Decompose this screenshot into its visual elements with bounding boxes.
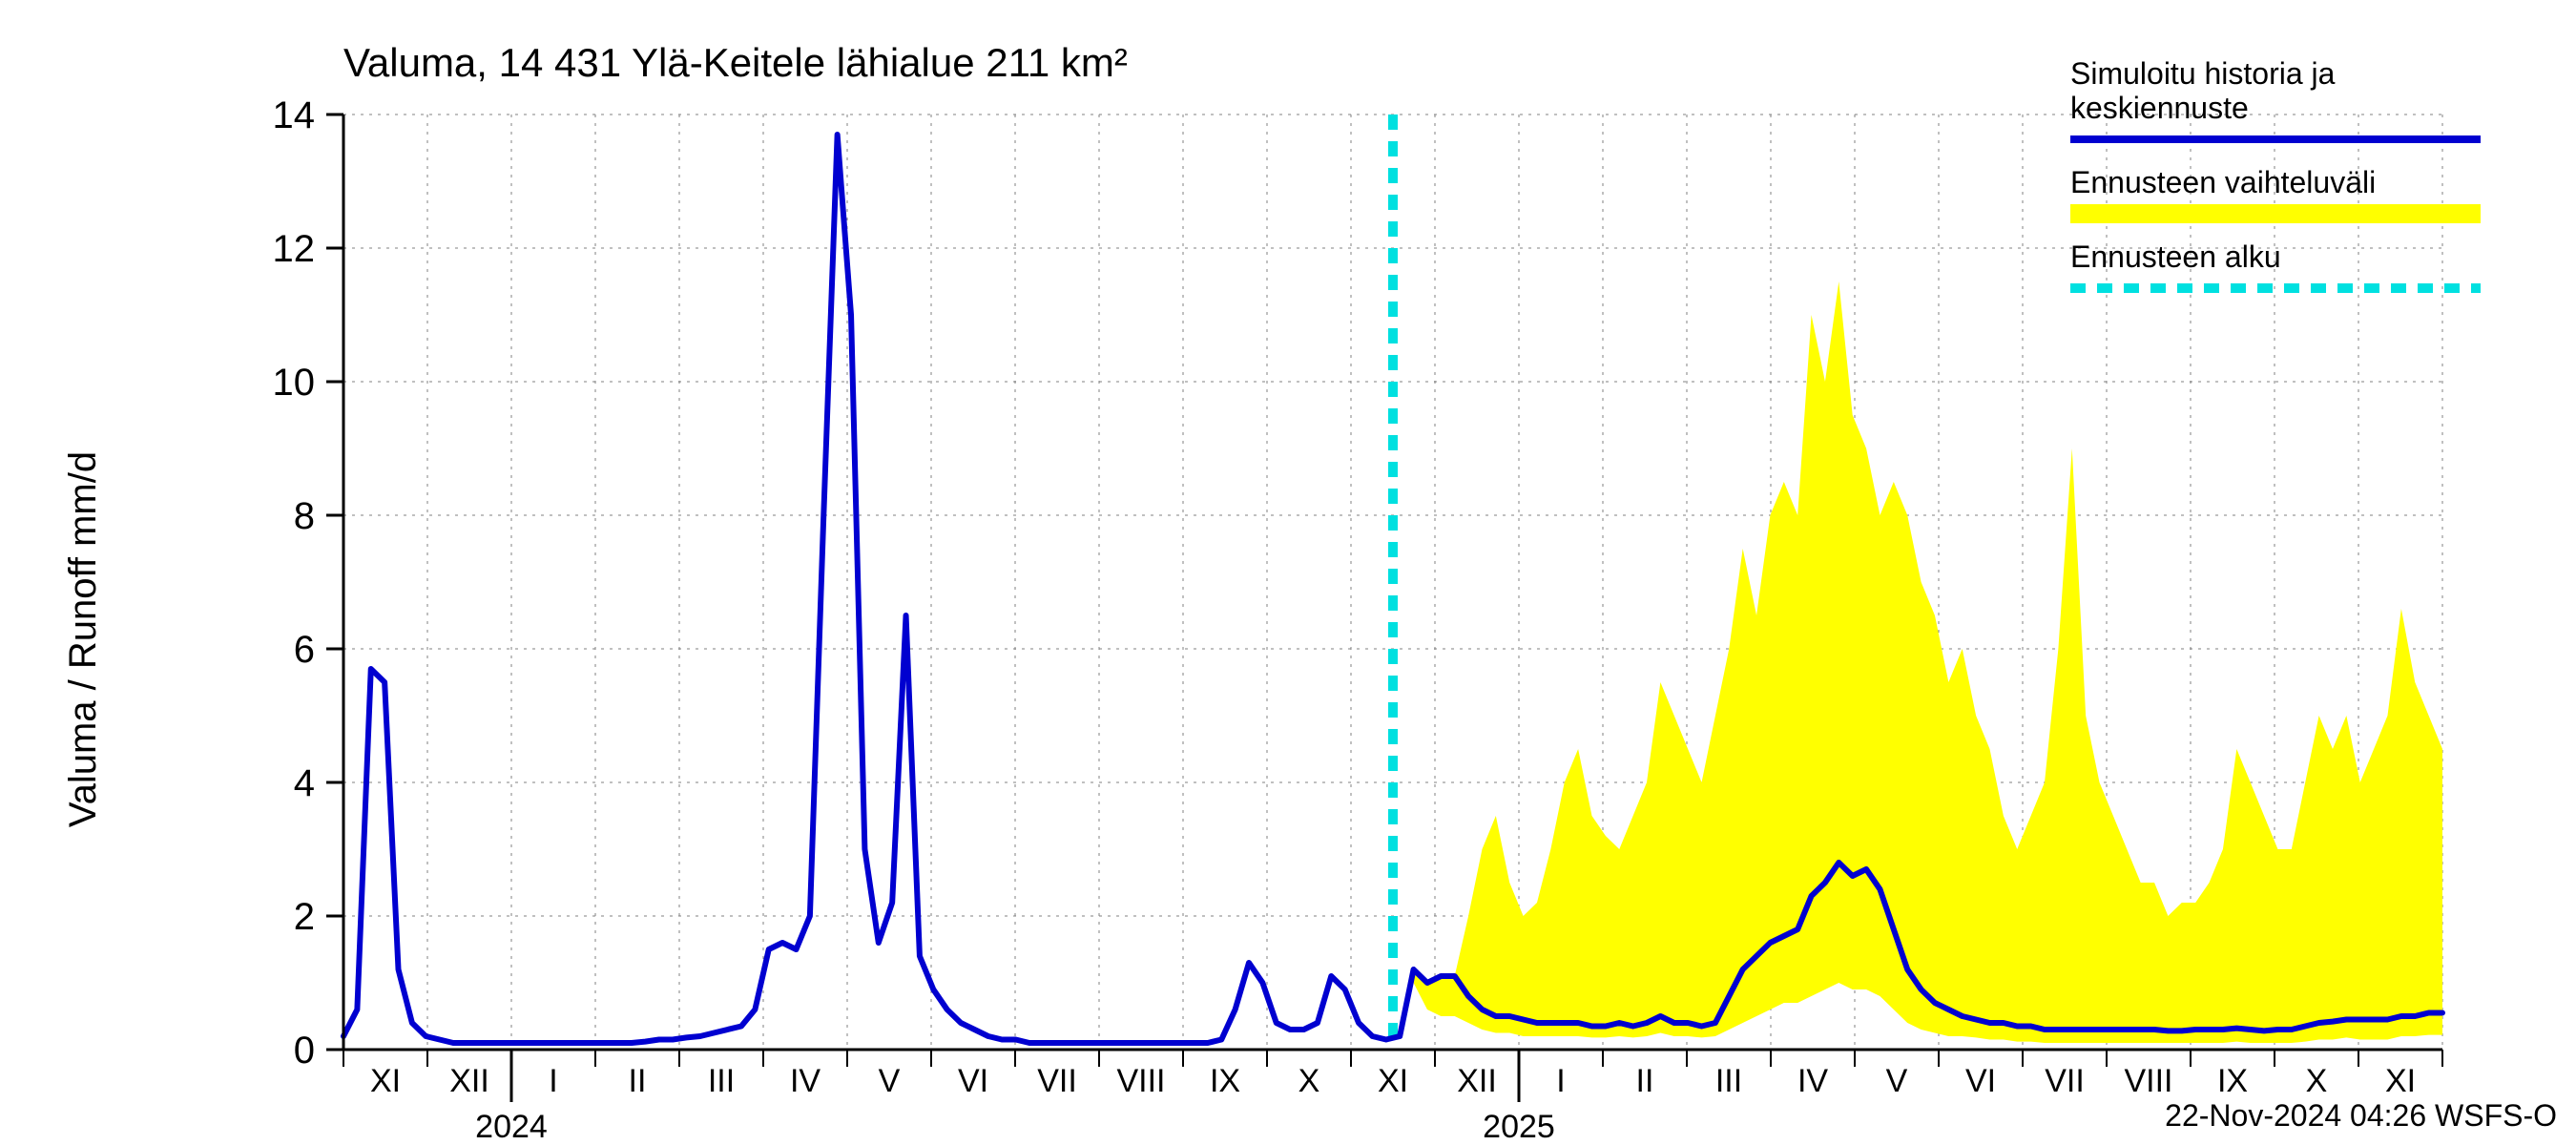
x-month-label: III (708, 1063, 735, 1099)
x-month-label: V (1886, 1063, 1908, 1099)
y-tick-label: 4 (294, 762, 315, 804)
x-month-label: XII (449, 1063, 489, 1099)
x-month-label: IV (1797, 1063, 1828, 1099)
y-tick-label: 0 (294, 1030, 315, 1072)
x-year-label: 2025 (1483, 1109, 1555, 1145)
legend-label: Ennusteen alku (2070, 239, 2281, 274)
legend-label: keskiennuste (2070, 91, 2249, 125)
x-month-label: V (879, 1063, 901, 1099)
x-month-label: XII (1457, 1063, 1497, 1099)
x-year-label: 2024 (475, 1109, 548, 1145)
y-tick-label: 12 (273, 228, 316, 270)
x-month-label: III (1715, 1063, 1742, 1099)
x-month-label: VIII (2124, 1063, 2172, 1099)
chart-footer: 22-Nov-2024 04:26 WSFS-O (2165, 1098, 2557, 1133)
x-month-label: VI (958, 1063, 988, 1099)
chart-svg: 02468101214XIXIIIIIIIIIVVVIVIIVIIIIXXXIX… (0, 0, 2576, 1145)
x-month-label: X (1298, 1063, 1320, 1099)
y-tick-label: 2 (294, 896, 315, 938)
legend-label: Simuloitu historia ja (2070, 56, 2336, 91)
chart-title: Valuma, 14 431 Ylä-Keitele lähialue 211 … (343, 40, 1128, 85)
x-month-label: IX (1210, 1063, 1240, 1099)
x-month-label: XI (2385, 1063, 2416, 1099)
x-month-label: VI (1965, 1063, 1996, 1099)
y-tick-label: 8 (294, 495, 315, 537)
runoff-chart: 02468101214XIXIIIIIIIIIVVVIVIIVIIIIXXXIX… (0, 0, 2576, 1145)
x-month-label: I (1556, 1063, 1565, 1099)
x-month-label: IX (2217, 1063, 2248, 1099)
x-month-label: VII (1037, 1063, 1077, 1099)
x-month-label: VII (2045, 1063, 2085, 1099)
x-month-label: X (2306, 1063, 2328, 1099)
x-month-label: I (549, 1063, 557, 1099)
y-tick-label: 14 (273, 94, 316, 136)
x-month-label: II (629, 1063, 647, 1099)
y-axis-label: Valuma / Runoff mm/d (62, 451, 104, 827)
x-month-label: XI (1378, 1063, 1408, 1099)
legend-label: Ennusteen vaihteluväli (2070, 165, 2376, 199)
x-month-label: XI (370, 1063, 401, 1099)
y-tick-label: 6 (294, 629, 315, 671)
x-month-label: IV (790, 1063, 821, 1099)
x-month-label: II (1636, 1063, 1654, 1099)
legend-swatch (2070, 204, 2481, 223)
y-tick-label: 10 (273, 362, 316, 404)
x-month-label: VIII (1116, 1063, 1165, 1099)
